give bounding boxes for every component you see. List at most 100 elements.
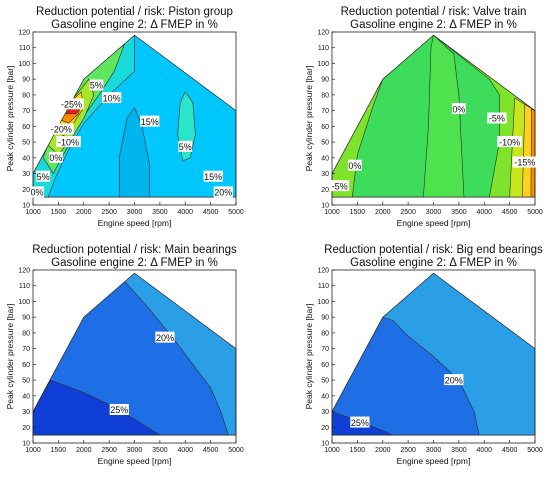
chart-panel-2: 1000 1500 2000 2500 3000 3500 4000 4500 5000 10 20… <box>304 6 543 228</box>
contour-regions <box>332 35 535 198</box>
x-tick-label: 4500 <box>502 447 518 454</box>
x-tick-label: 2000 <box>76 209 92 216</box>
contour-level-label: -5% <box>487 112 507 124</box>
y-tick-label: 50 <box>22 378 30 385</box>
svg-text:0%: 0% <box>49 153 62 163</box>
y-tick-label: 10 <box>22 203 30 210</box>
svg-text:-25%: -25% <box>61 100 82 110</box>
y-tick-label: 30 <box>22 409 30 416</box>
contour-band-2 <box>351 35 500 198</box>
contour-band-3 <box>423 35 465 198</box>
y-tick-label: 30 <box>321 171 329 178</box>
x-tick-label: 2500 <box>101 447 117 454</box>
chart-title: Reduction potential / risk: Piston group <box>36 6 233 18</box>
y-tick-label: 80 <box>321 330 329 337</box>
x-tick-label: 2500 <box>400 209 416 216</box>
contour-level-label: 20% <box>213 186 233 198</box>
y-tick-label: 90 <box>22 315 30 322</box>
y-axis-label: Peak cylinder pressure [bar] <box>304 66 314 172</box>
chart-title: Reduction potential / risk: Main bearing… <box>32 244 237 256</box>
contour-level-label: 0% <box>48 151 63 163</box>
svg-text:15%: 15% <box>204 172 222 182</box>
svg-text:-20%: -20% <box>51 125 72 135</box>
y-tick-label: 90 <box>22 77 30 84</box>
svg-text:-15%: -15% <box>514 158 535 168</box>
contour-level-label: -15% <box>512 156 538 168</box>
y-tick-label: 120 <box>18 268 30 275</box>
contour-level-label: 20% <box>155 331 175 343</box>
y-tick-label: 10 <box>321 441 329 448</box>
x-tick-label: 3000 <box>426 209 442 216</box>
x-tick-label: 1500 <box>350 447 366 454</box>
y-tick-label: 40 <box>321 393 329 400</box>
svg-text:15%: 15% <box>141 117 159 127</box>
x-axis-label: Engine speed [rpm] <box>397 456 471 466</box>
y-tick-label: 40 <box>321 155 329 162</box>
y-tick-label: 60 <box>22 362 30 369</box>
y-tick-label: 90 <box>321 315 329 322</box>
contour-level-label: 25% <box>350 416 370 428</box>
contour-level-label: 0% <box>451 103 466 114</box>
y-tick-label: 80 <box>321 92 329 99</box>
y-tick-label: 120 <box>317 268 329 275</box>
y-tick-label: 100 <box>317 61 329 68</box>
contour-level-label: 0% <box>30 186 44 198</box>
chart-subtitle: Gasoline engine 2: Δ FMEP in % <box>51 257 218 269</box>
y-tick-label: 70 <box>22 346 30 353</box>
x-tick-label: 2000 <box>375 209 391 216</box>
svg-text:25%: 25% <box>110 405 128 415</box>
x-tick-label: 4500 <box>203 447 219 454</box>
x-tick-label: 3000 <box>127 447 143 454</box>
y-tick-label: 110 <box>19 45 30 52</box>
contour-level-label: 0% <box>347 159 362 171</box>
y-tick-label: 10 <box>22 441 30 448</box>
y-tick-label: 100 <box>18 61 30 68</box>
y-tick-label: 50 <box>321 140 329 147</box>
x-tick-label: 3500 <box>152 447 168 454</box>
x-tick-label: 4500 <box>203 209 219 216</box>
x-tick-label: 5000 <box>527 447 543 454</box>
chart-panel-1: 1000 1500 2000 2500 3000 3500 4000 4500 5000 10 20… <box>5 6 244 228</box>
contour-regions <box>33 273 236 436</box>
svg-text:-10%: -10% <box>499 137 520 147</box>
svg-text:5%: 5% <box>179 142 192 152</box>
y-tick-label: 80 <box>22 92 30 99</box>
y-tick-label: 120 <box>18 30 30 37</box>
contour-level-label: 5% <box>89 79 104 91</box>
x-tick-label: 3000 <box>426 447 442 454</box>
x-tick-label: 5000 <box>228 209 244 216</box>
y-tick-label: 20 <box>321 425 329 432</box>
x-axis-label: Engine speed [rpm] <box>98 456 172 466</box>
y-tick-label: 60 <box>321 124 329 131</box>
y-tick-label: 20 <box>22 425 30 432</box>
contour-level-label: -5% <box>330 180 350 191</box>
x-tick-label: 4000 <box>476 209 492 216</box>
svg-text:-5%: -5% <box>489 114 505 124</box>
y-axis-label: Peak cylinder pressure [bar] <box>5 304 15 410</box>
x-tick-label: 3500 <box>152 209 168 216</box>
contour-level-label: 15% <box>203 170 223 182</box>
y-tick-label: 70 <box>321 346 329 353</box>
y-tick-label: 50 <box>321 378 329 385</box>
contour-level-label: -20% <box>49 123 74 135</box>
contour-level-label: 5% <box>36 170 51 182</box>
svg-text:5%: 5% <box>90 81 103 91</box>
x-tick-label: 2500 <box>400 447 416 454</box>
y-tick-label: 20 <box>321 187 329 194</box>
x-tick-label: 3000 <box>127 209 143 216</box>
chart-title: Reduction potential / risk: Valve train <box>341 6 527 18</box>
x-axis-label: Engine speed [rpm] <box>397 218 471 228</box>
y-tick-label: 100 <box>317 299 329 306</box>
y-tick-label: 60 <box>321 362 329 369</box>
svg-text:10%: 10% <box>103 93 121 103</box>
x-tick-label: 3500 <box>451 209 467 216</box>
y-tick-label: 10 <box>321 203 329 210</box>
chart-subtitle: Gasoline engine 2: Δ FMEP in % <box>350 19 517 31</box>
y-axis-label: Peak cylinder pressure [bar] <box>5 66 15 172</box>
chart-panel-4: 1000 1500 2000 2500 3000 3500 4000 4500 5000 10 20… <box>304 244 543 466</box>
svg-text:25%: 25% <box>351 418 369 428</box>
y-tick-label: 50 <box>22 140 30 147</box>
svg-text:-10%: -10% <box>58 137 79 147</box>
contour-level-label: 10% <box>102 92 122 103</box>
